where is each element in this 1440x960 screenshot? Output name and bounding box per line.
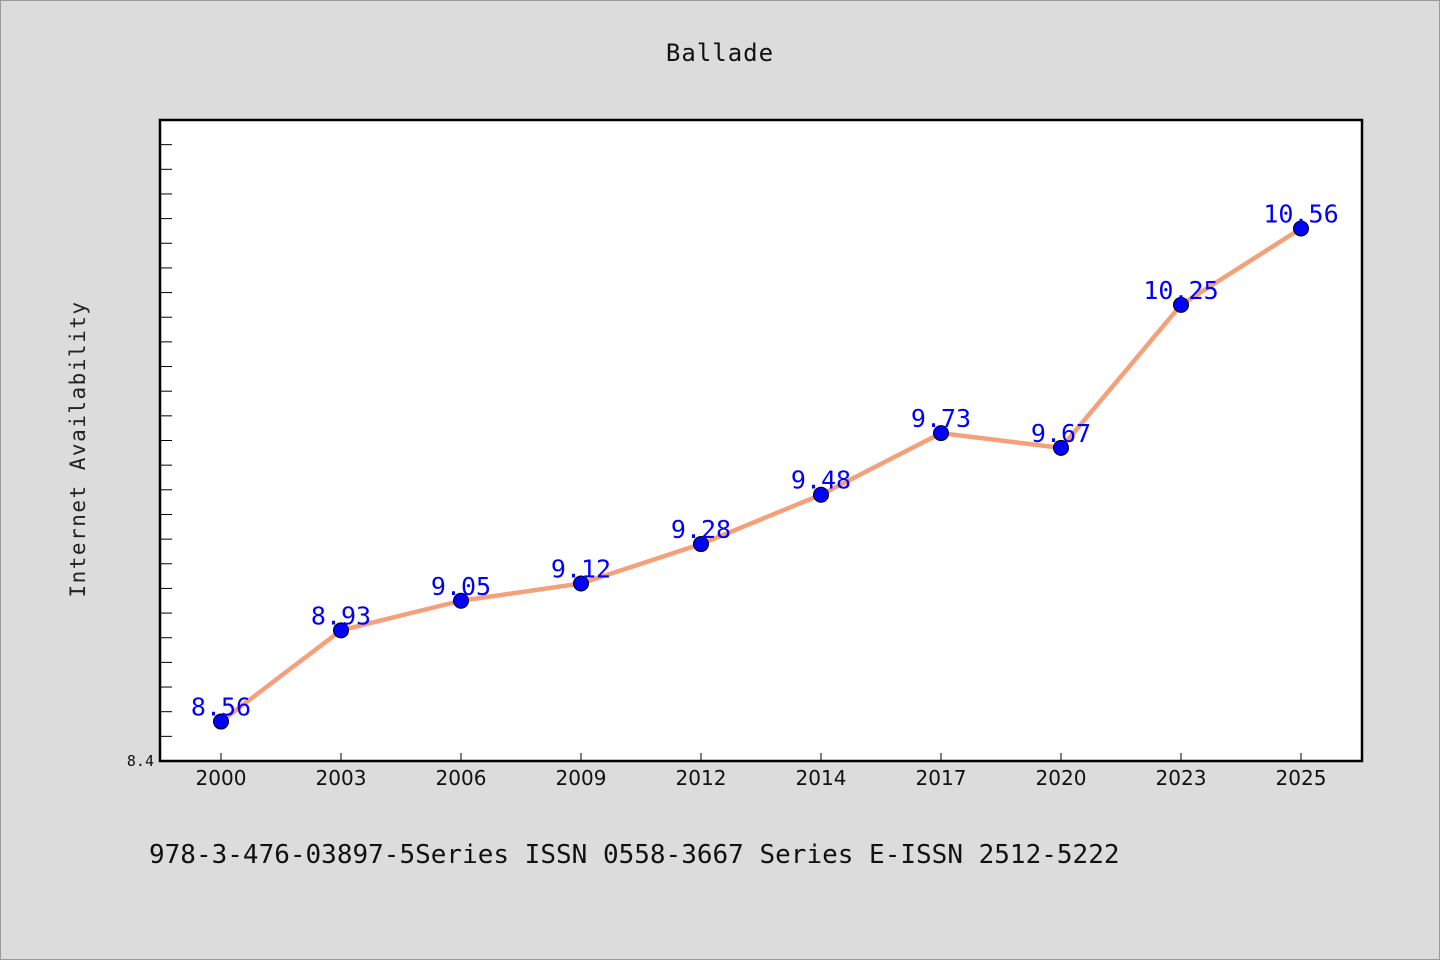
data-label: 9.12 [551, 554, 611, 583]
data-point [333, 622, 349, 639]
x-tick-label: 2023 [1156, 766, 1207, 790]
data-label: 9.28 [671, 515, 731, 544]
chart-title: Ballade [666, 39, 774, 67]
footer-text: 978-3-476-03897-5Series ISSN 0558-3667 S… [149, 840, 1120, 870]
data-point [933, 425, 949, 442]
x-tick-label: 2012 [676, 766, 727, 790]
y-tick-label: 8.4 [127, 752, 154, 770]
plot-area [160, 120, 1362, 761]
data-label: 10.56 [1263, 199, 1338, 228]
data-label: 9.05 [431, 572, 491, 601]
data-point [213, 713, 229, 730]
data-label: 9.48 [791, 466, 851, 495]
data-label: 8.56 [191, 693, 251, 722]
x-tick-label: 2009 [556, 766, 607, 790]
data-label: 10.25 [1143, 276, 1218, 305]
data-point [1293, 220, 1309, 237]
y-axis-label: Internet Availability [66, 300, 90, 597]
data-point [573, 575, 589, 592]
x-tick-label: 2014 [796, 766, 847, 790]
x-tick-label: 2000 [196, 766, 247, 790]
data-label: 9.73 [911, 404, 971, 433]
data-label: 8.93 [311, 601, 371, 630]
data-point [1053, 439, 1069, 456]
x-tick-label: 2017 [916, 766, 967, 790]
x-tick-label: 2003 [316, 766, 367, 790]
x-tick-label: 2020 [1036, 766, 1087, 790]
x-tick-label: 2006 [436, 766, 487, 790]
data-point [453, 592, 469, 609]
data-point [693, 536, 709, 553]
y-axis-ticks: 8.4 [127, 119, 172, 770]
data-point [813, 486, 829, 503]
data-labels: 8.56 8.93 9.05 9.12 9.28 9.48 9.73 9.67 10.25 10.… [191, 199, 1339, 721]
series-group [213, 220, 1309, 730]
series-line [219, 226, 1303, 724]
plot-frame [158, 118, 1364, 763]
data-point [1173, 296, 1189, 313]
x-axis-ticks: 2000 2003 2006 2009 2012 2014 2017 2020 2023 2025 [196, 753, 1327, 790]
x-tick-label: 2025 [1276, 766, 1327, 790]
data-label: 9.67 [1031, 419, 1091, 448]
